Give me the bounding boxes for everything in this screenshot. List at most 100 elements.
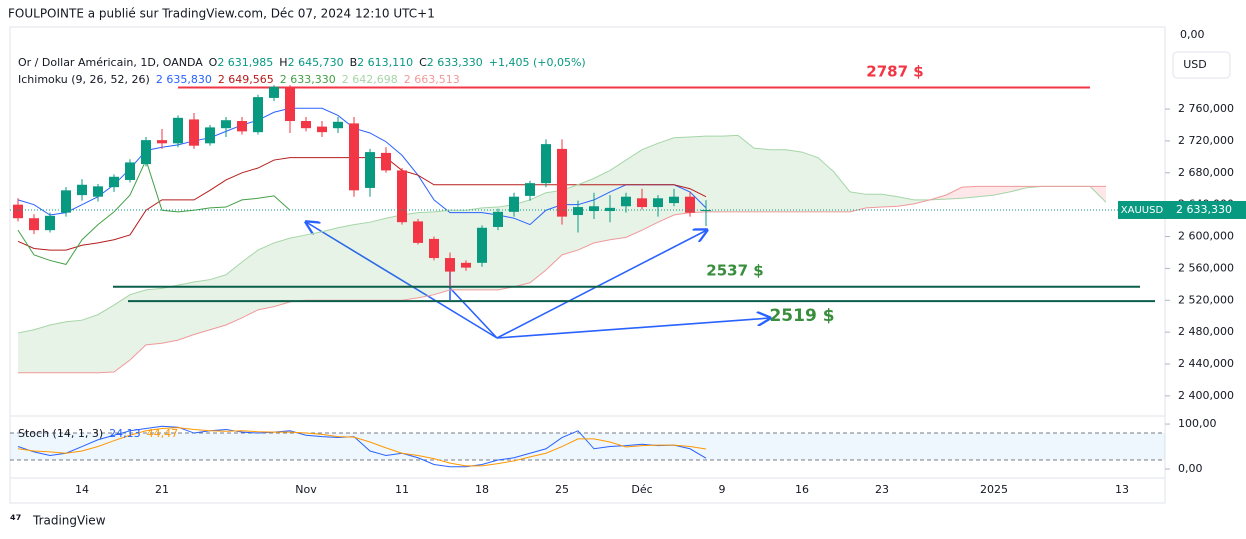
y-tick-label: 0,00: [1178, 462, 1203, 475]
cloud: [850, 191, 866, 212]
candle-body: [61, 190, 71, 213]
stoch-name: Stoch (14, 1, 3): [18, 427, 103, 440]
x-tick-label: Déc: [631, 483, 652, 496]
arrows: [306, 222, 770, 339]
ohlc-key: H: [279, 56, 287, 69]
x-tick-label: 2025: [980, 483, 1008, 496]
cloud: [50, 321, 66, 373]
publisher: FOULPOINTE a publié sur TradingView.com,…: [8, 7, 435, 21]
ichimoku-value: 2 663,513: [404, 73, 460, 86]
candle-body: [701, 209, 711, 212]
cloud: [674, 136, 690, 216]
cloud: [866, 194, 882, 208]
candle-body: [493, 211, 503, 227]
cloud: [802, 152, 818, 212]
cloud: [226, 262, 242, 325]
candle-body: [29, 218, 39, 231]
candle-body: [589, 206, 599, 212]
candle-body: [317, 126, 327, 133]
brand: TradingView: [32, 514, 106, 528]
title: Or / Dollar Américain, 1D, OANDA: [18, 56, 203, 69]
y-tick-label: 2 440,000: [1178, 357, 1234, 370]
candle-body: [365, 152, 375, 188]
x-tick-label: 23: [875, 483, 889, 496]
last-price: 2 633,330: [1176, 203, 1232, 216]
cloud: [450, 210, 466, 290]
x-tick-label: 18: [475, 483, 489, 496]
stoch-legend: Stoch (14, 1, 3) 24,13 44,47: [18, 427, 178, 440]
y-tick-label: 2 720,000: [1178, 134, 1234, 147]
candle-body: [141, 140, 151, 165]
ohlc-key: B: [350, 56, 358, 69]
cloud: [530, 192, 546, 283]
cloud: [66, 320, 82, 373]
symbol-badge: [1118, 200, 1166, 219]
ohlc-value: 2 645,730: [288, 56, 344, 69]
stoch-line: [17, 425, 707, 468]
ohlc-value: 2 631,985: [217, 56, 273, 69]
candle-body: [653, 198, 663, 208]
cloud: [594, 170, 610, 243]
candle-body: [685, 196, 695, 213]
cloud: [514, 199, 530, 287]
cloud: [482, 207, 498, 290]
candle-body: [125, 162, 135, 180]
cloud: [322, 227, 338, 301]
candle-body: [221, 120, 231, 129]
top-axis-label: 0,00: [1180, 28, 1205, 41]
candle-body: [413, 221, 423, 243]
price-badge: [1166, 200, 1246, 219]
legend: Or / Dollar Américain, 1D, OANDA O2 631,9…: [18, 56, 586, 69]
logo-mark: ⁴⁷: [10, 514, 21, 529]
arrow: [449, 287, 498, 339]
level-label: 2787 $: [866, 63, 923, 81]
cloud: [626, 149, 642, 238]
candle-body: [525, 183, 535, 196]
change: +1,405 (+0,05%): [489, 56, 586, 69]
cloud: [434, 210, 450, 295]
arrow: [496, 230, 707, 339]
candle-body: [173, 117, 183, 144]
candle-body: [557, 148, 567, 217]
cloud: [258, 242, 274, 310]
ichimoku-line: [17, 157, 707, 251]
currency-button[interactable]: [1172, 51, 1231, 79]
cloud: [818, 157, 834, 212]
cloud: [290, 234, 306, 302]
arrow: [306, 222, 498, 339]
candle-body: [509, 196, 519, 212]
band-fill: [10, 433, 1165, 461]
candle-body: [461, 262, 471, 268]
ohlc-value: 2 633,330: [427, 56, 483, 69]
stoch-line: [17, 427, 707, 467]
cloud: [306, 231, 322, 301]
cloud: [82, 314, 98, 373]
cloud: [706, 136, 722, 212]
cloud: [274, 238, 290, 307]
ichimoku-line: [18, 185, 1106, 374]
candle-body: [333, 121, 343, 129]
candle-body: [93, 186, 103, 197]
candle-body: [189, 119, 199, 146]
ohlc-value: 2 613,110: [357, 56, 413, 69]
y-tick-label: 100,00: [1178, 417, 1217, 430]
cloud: [962, 186, 978, 199]
candle-body: [573, 207, 583, 216]
cloud: [354, 222, 370, 301]
ichimoku-value: 2 633,330: [280, 73, 336, 86]
x-tick-label: 11: [395, 483, 409, 496]
level-label: 2537 $: [706, 262, 763, 280]
x-tick-label: 9: [719, 483, 726, 496]
x-tick-label: 13: [1115, 483, 1129, 496]
cloud: [642, 143, 658, 231]
y-tick-label: 2 560,000: [1178, 261, 1234, 274]
candle-body: [349, 123, 359, 191]
cloud: [898, 196, 914, 207]
candle-body: [669, 196, 679, 204]
ichimoku-value: 2 649,565: [218, 73, 274, 86]
arrow: [496, 318, 770, 339]
cloud: [738, 135, 754, 212]
candle-body: [157, 140, 167, 144]
cloud: [210, 274, 226, 330]
